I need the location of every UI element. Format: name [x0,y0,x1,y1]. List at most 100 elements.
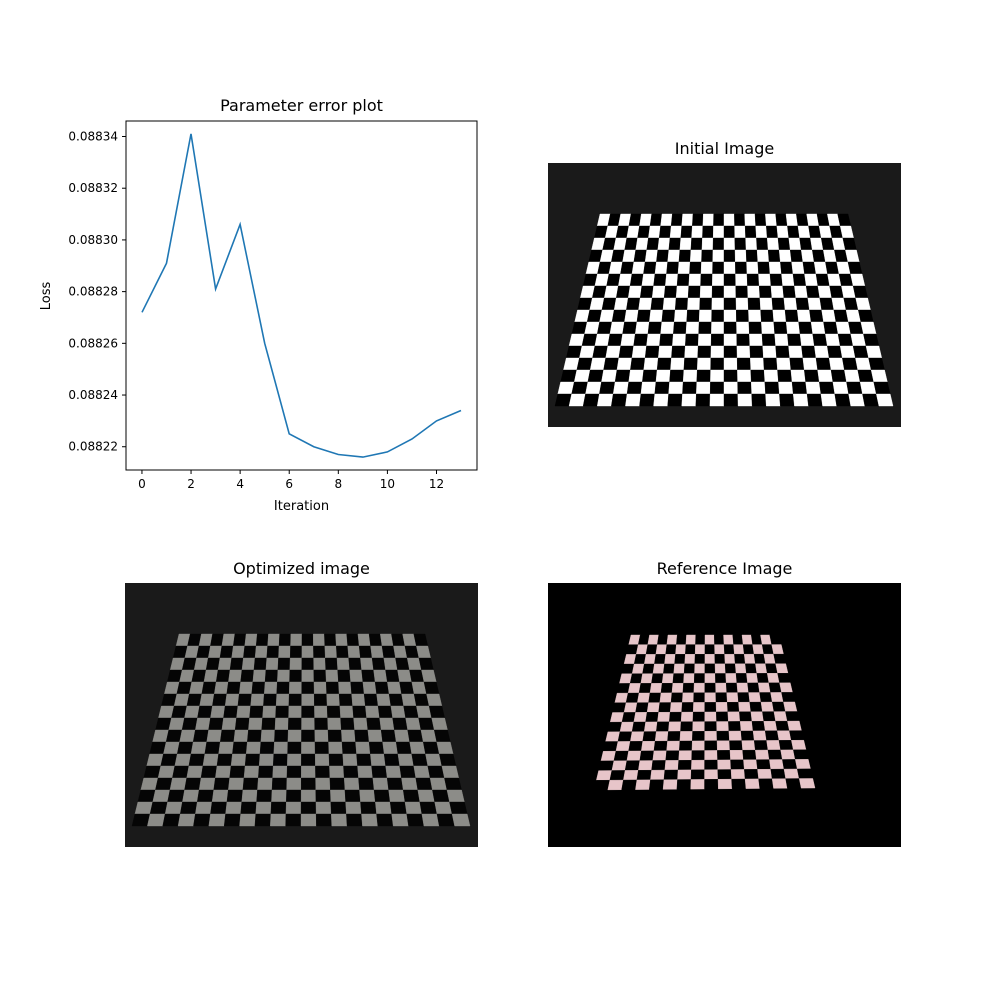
checker-square [231,645,245,659]
checker-square [756,249,770,263]
checker-square [330,801,347,815]
checker-square [629,273,644,287]
checker-square [181,717,198,731]
checker-square [251,681,266,695]
checker-square [386,777,404,791]
initial-image-svg [548,163,901,427]
checker-square [736,682,749,693]
checker-square [648,225,661,239]
checker-square [600,750,617,762]
checker-square [729,750,744,761]
checker-square [654,261,668,275]
optimized-image [125,583,478,847]
checker-square [746,273,760,287]
checker-square [625,692,640,703]
checker-square [768,261,782,275]
checker-square [329,777,346,791]
checker-square [616,683,631,694]
checker-square [738,701,752,713]
checker-square [646,702,661,713]
checker-square [257,777,273,791]
checker-square [771,644,784,655]
checker-square [780,749,796,760]
checker-square [230,753,247,767]
checker-square [736,309,750,323]
checker-square [744,769,759,780]
checker-square [288,681,302,695]
checker-square [656,357,672,371]
checker-square [288,717,302,731]
checker-square [715,692,728,703]
checker-square [666,634,678,645]
checker-square [638,760,653,771]
checker-square [731,778,747,789]
checker-square [314,705,328,719]
checker-square [375,801,392,815]
checker-square [615,285,631,299]
checker-square [370,645,385,659]
checker-square [195,717,211,731]
checker-square [794,285,809,299]
checker-square [704,654,716,665]
checker-square [186,765,204,779]
checker-square [638,683,652,694]
checker-square [723,321,737,335]
checker-square [152,789,171,803]
checker-square [373,669,388,683]
checker-square [669,702,683,713]
checker-square [658,702,672,713]
checker-square [739,721,754,732]
checker-square [689,249,703,263]
checker-square [363,693,379,707]
checker-square [201,681,217,695]
checker-square [682,692,695,703]
checker-square [395,741,412,755]
checker-square [643,261,657,275]
checker-square [758,778,774,789]
checker-square [167,789,185,803]
checker-square [382,741,399,755]
checker-square [622,249,636,263]
checker-square [711,321,725,335]
checker-square [611,393,628,407]
checker-square [584,321,600,335]
checker-square [353,717,369,731]
checker-square [749,345,764,359]
checker-square [182,789,200,803]
checker-square [200,765,218,779]
checker-square [184,705,200,719]
checker-square [710,333,725,347]
checker-square [660,213,673,227]
checker-square [649,683,663,694]
checker-square [633,712,648,723]
checker-square [666,740,681,751]
checker-square [685,634,696,645]
checker-square [651,285,666,299]
checker-square [777,673,791,684]
checker-square [672,333,687,347]
checker-square [387,681,402,695]
checker-square [815,273,830,287]
checker-square [315,813,332,827]
checker-square [288,705,302,719]
checker-square [609,770,626,781]
checker-square [750,711,765,722]
checker-square [696,369,711,383]
checker-square [433,729,451,743]
checker-square [258,765,274,779]
checker-square [665,273,679,287]
checker-square [633,333,649,347]
y-tick-label: 0.08828 [68,285,118,299]
checker-square [264,669,279,683]
checker-square [193,657,209,671]
y-tick-label: 0.08832 [68,181,118,195]
checker-square [674,309,688,323]
checker-square [637,692,651,703]
checker-square [421,669,437,683]
checker-square [585,381,602,395]
checker-square [789,357,805,371]
checker-square [603,357,620,371]
checker-square [774,333,789,347]
checker-square [696,381,711,395]
checker-square [783,701,798,712]
